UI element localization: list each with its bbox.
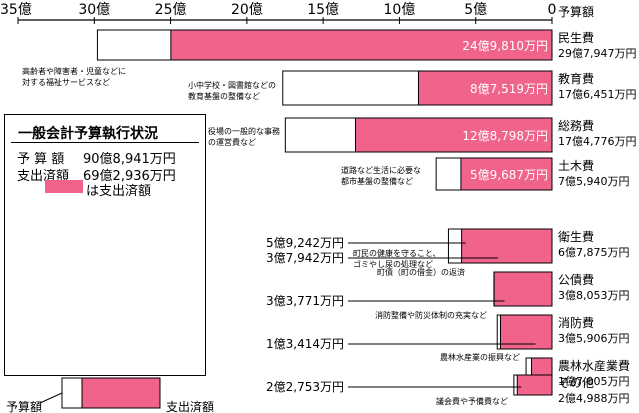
category-label: 消防費	[558, 315, 594, 330]
category-note: 道路など生活に必要な都市基盤の整備など	[341, 165, 421, 186]
spent-value-label: 24億9,810万円	[462, 39, 548, 53]
budget-label: 1億7,005万円	[558, 375, 630, 388]
spent-value-label: 12億8,798万円	[462, 129, 548, 143]
summary-budget-value: 90億8,941万円	[83, 152, 176, 167]
key-legend-leader	[39, 392, 63, 404]
bar-spent	[170, 29, 553, 61]
bar-spent	[516, 374, 553, 396]
category-label: 民生費	[558, 30, 594, 45]
spent-value-label: 5億9,687万円	[470, 168, 548, 182]
key-legend-spent-bar	[81, 377, 161, 409]
x-tick-label: 20億	[231, 2, 263, 18]
legend-text-spent: は支出済額	[86, 184, 152, 199]
bar-spent	[461, 228, 553, 264]
bar-spent	[460, 157, 553, 191]
budget-label: 17億6,451万円	[558, 88, 637, 101]
spent-value-label: 3億3,771万円	[266, 294, 344, 308]
bar-spent	[417, 70, 553, 106]
bar-spent	[499, 314, 553, 350]
x-tick-label: 10億	[384, 2, 416, 18]
x-tick-label: 15億	[307, 2, 339, 18]
category-note: 町債（町の借金）の返済	[377, 267, 465, 277]
spent-value-label: 2億2,753万円	[266, 380, 344, 394]
budget-label: 3億5,906万円	[558, 332, 630, 345]
category-label: 農林水産業費	[558, 358, 630, 373]
summary-spent-value: 69億2,936万円	[83, 169, 176, 184]
summary-budget-row: 予 算 額 90億8,941万円	[17, 148, 176, 167]
x-tick-label: 5億	[464, 2, 487, 18]
category-note: 消防整備や防災体制の充実など	[375, 310, 487, 320]
spent-value-label: 8億7,519万円	[470, 82, 548, 96]
key-legend-spent-text: 支出済額	[166, 399, 214, 413]
category-note: 農林水産業の振興など	[440, 352, 520, 362]
legend-swatch-spent	[45, 180, 83, 193]
budget-label: 29億7,947万円	[558, 47, 637, 60]
summary-budget-key: 予 算 額	[17, 152, 65, 167]
category-label: 公債費	[558, 272, 594, 287]
x-tick-label: 35億	[0, 2, 32, 18]
category-label: 教育費	[558, 71, 594, 86]
budget-label: 6億7,875万円	[558, 246, 630, 259]
category-label: 総務費	[558, 118, 594, 133]
category-note: 小中学校・図書館などの教育基盤の整備など	[188, 80, 276, 101]
key-legend-budget-text: 予算額	[6, 399, 42, 413]
summary-divider	[11, 142, 199, 143]
spent-value-label: 5億9,242万円	[266, 236, 344, 250]
bar-spent	[493, 271, 553, 307]
budget-label: 3億8,053万円	[558, 289, 630, 302]
category-label: 衛生費	[558, 229, 594, 244]
budget-label: 17億4,776万円	[558, 135, 637, 148]
x-tick-label: 0	[548, 2, 557, 18]
category-note: 役場の一般的な事務の運営費など	[208, 126, 280, 147]
spent-value-label: 3億7,942万円	[266, 251, 344, 265]
bar-spent	[354, 117, 553, 153]
x-tick-label: 30億	[78, 2, 110, 18]
category-label: その他	[558, 376, 594, 390]
axis-corner-label: 予算額	[558, 4, 594, 19]
category-label: 土木費	[558, 158, 594, 173]
category-note: 高齢者や障害者・児童などに対する福祉サービスなど	[22, 66, 126, 87]
x-tick-label: 25億	[155, 2, 187, 18]
spent-value-label: 1億3,414万円	[266, 337, 344, 351]
summary-box: 一般会計予算執行状況 予 算 額 90億8,941万円 支出済額 69億2,936万…	[4, 114, 206, 376]
category-note: 議会費や予備費など	[436, 396, 508, 406]
category-note: 町民の健康を守ること、ゴミやし尿の処理など	[353, 248, 441, 269]
budget-label: 7億5,940万円	[558, 175, 630, 188]
summary-title: 一般会計予算執行状況	[18, 126, 158, 142]
budget-label: 2億4,988万円	[558, 392, 630, 405]
